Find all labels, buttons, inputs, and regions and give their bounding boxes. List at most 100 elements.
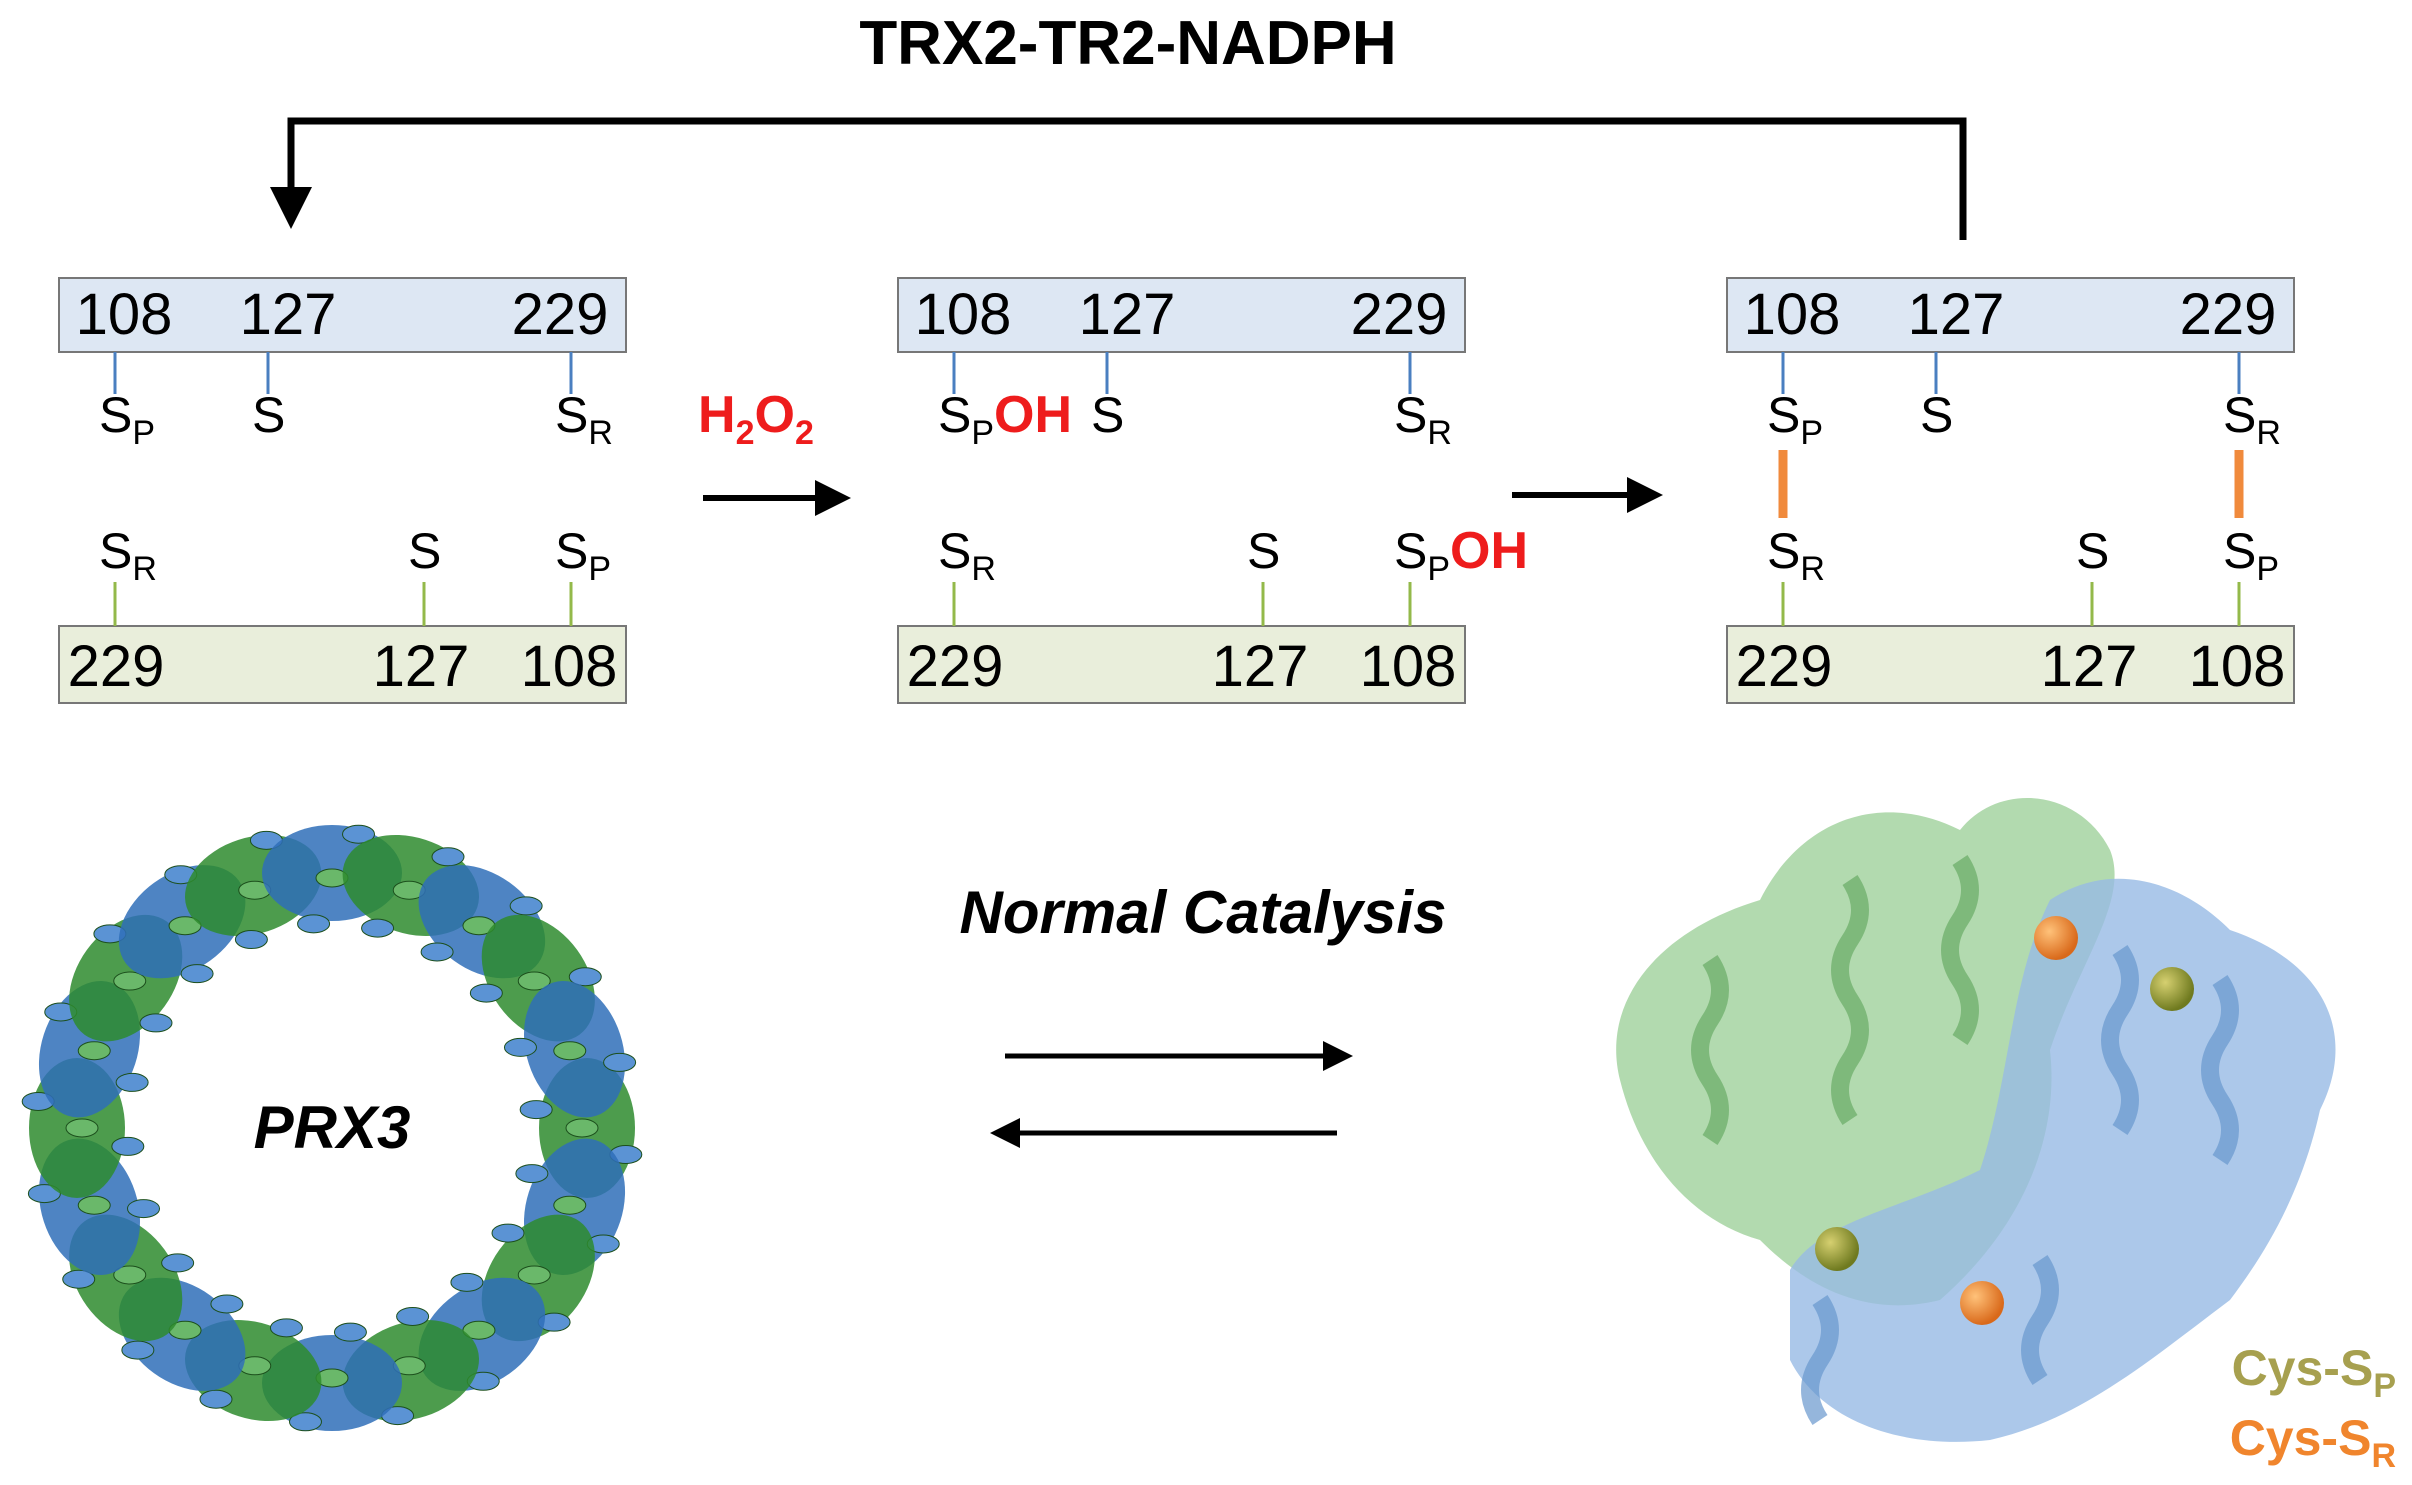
blue-helices [1801, 945, 2239, 1425]
helix [431, 847, 465, 867]
top-chain [1726, 277, 2295, 353]
helix [509, 896, 543, 916]
residue-number: 229 [1351, 282, 1448, 347]
green-helices [1691, 855, 1979, 1145]
helix [553, 1041, 587, 1061]
residue-number: 108 [915, 282, 1012, 347]
site-label: SR [99, 523, 157, 588]
oxidation: OH [994, 386, 1072, 444]
residue-number: 127 [373, 634, 470, 699]
atom: S [99, 523, 132, 579]
helix [161, 1253, 195, 1273]
site-label: SPOH [1394, 522, 1528, 588]
helix [450, 1272, 484, 1292]
helix [517, 1265, 551, 1285]
residue-number: 127 [1908, 282, 2005, 347]
site-label: S [1247, 523, 1280, 579]
atom: S [1767, 387, 1800, 443]
site-label: SR [938, 523, 996, 588]
helix [62, 1269, 96, 1289]
element: O [754, 386, 794, 444]
helix [503, 1037, 537, 1057]
site-label: SR [1767, 523, 1825, 588]
reagent: H2O2 [698, 386, 814, 452]
atom: S [252, 387, 285, 443]
title: TRX2-TR2-NADPH [859, 9, 1396, 78]
helix [565, 1118, 599, 1138]
helix [139, 1013, 173, 1033]
site-label: S [1091, 387, 1124, 443]
residue-number: 108 [76, 282, 173, 347]
subscript: R [2371, 1437, 2396, 1475]
helix [269, 1318, 303, 1338]
site-label: SR [2223, 387, 2281, 452]
helix [111, 1136, 145, 1156]
cys-sr-sphere [2034, 916, 2078, 960]
atom: S [408, 523, 441, 579]
helix [515, 1164, 549, 1184]
helix [113, 971, 147, 991]
site-label: S [1920, 387, 1953, 443]
site-label: SPOH [938, 386, 1072, 452]
residue-number: 127 [1212, 634, 1309, 699]
catalysis-label: Normal Catalysis [960, 879, 1447, 946]
subscript: P [588, 550, 611, 588]
residue-number: 229 [68, 634, 165, 699]
site-label: SR [1394, 387, 1452, 452]
residue-number: 229 [2180, 282, 2277, 347]
helix [121, 1340, 155, 1360]
legend-entry: Cys-SR [2230, 1410, 2396, 1475]
atom: S [938, 523, 971, 579]
atom: S [2223, 387, 2256, 443]
residue-number: 229 [512, 282, 609, 347]
residue-number: 108 [521, 634, 618, 699]
helix [127, 1199, 161, 1219]
helix [234, 930, 268, 950]
oxidation: OH [1450, 522, 1528, 580]
dimer-structure [1616, 797, 2336, 1442]
helix [77, 1195, 111, 1215]
residue-number: 108 [1744, 282, 1841, 347]
residue-number: 127 [1079, 282, 1176, 347]
atom: S [1394, 523, 1427, 579]
subscript: R [588, 414, 613, 452]
top-chain [58, 277, 627, 353]
site-label: SP [555, 523, 611, 588]
cys-sp-sphere [2150, 967, 2194, 1011]
site-label: S [2076, 523, 2109, 579]
atom: S [2223, 523, 2256, 579]
helix [469, 983, 503, 1003]
top-chain [897, 277, 1466, 353]
atom: S [938, 387, 971, 443]
site-label: SP [99, 387, 155, 452]
cys-sr-sphere [1960, 1281, 2004, 1325]
subscript: P [1800, 414, 1823, 452]
blue-chain [1790, 878, 2336, 1442]
helix [65, 1118, 99, 1138]
helix [361, 918, 395, 938]
residue-number: 127 [2041, 634, 2138, 699]
bottom-chain [1726, 625, 2295, 704]
bottom-chain [897, 625, 1466, 704]
subscript: R [2256, 414, 2281, 452]
subscript: 2 [736, 414, 755, 452]
subscript: P [1427, 550, 1450, 588]
feedback-arrow [270, 117, 1967, 240]
helix [333, 1322, 367, 1342]
atom: S [1091, 387, 1124, 443]
helix [491, 1223, 525, 1243]
bottom-chain [58, 625, 627, 704]
atom: S [99, 387, 132, 443]
atom: S [555, 387, 588, 443]
helix [568, 967, 602, 987]
helix [180, 964, 214, 984]
helix [396, 1306, 430, 1326]
subscript: 2 [795, 414, 814, 452]
site-label: SR [555, 387, 613, 452]
site-label: S [252, 387, 285, 443]
subscript: R [132, 550, 157, 588]
subscript: P [2373, 1367, 2396, 1405]
